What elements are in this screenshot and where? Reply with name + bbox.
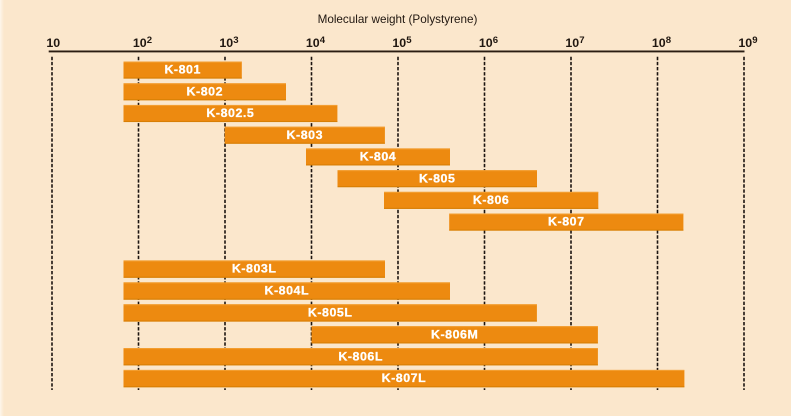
svg-text:K-805: K-805 [419, 171, 456, 185]
svg-text:K-804L: K-804L [264, 284, 309, 298]
svg-text:K-803: K-803 [287, 128, 324, 142]
svg-text:K-806L: K-806L [338, 349, 383, 363]
svg-text:K-801: K-801 [164, 63, 201, 77]
svg-text:K-802.5: K-802.5 [206, 106, 254, 120]
svg-text:Molecular weight (Polystyrene): Molecular weight (Polystyrene) [318, 13, 478, 26]
svg-text:K-804: K-804 [360, 150, 397, 164]
svg-text:K-805L: K-805L [308, 306, 353, 320]
svg-text:10: 10 [46, 36, 60, 50]
svg-text:K-807L: K-807L [382, 371, 427, 385]
svg-text:K-802: K-802 [187, 84, 224, 98]
svg-text:K-803L: K-803L [232, 262, 277, 276]
svg-text:K-807: K-807 [548, 215, 585, 229]
svg-text:K-806M: K-806M [431, 327, 478, 341]
svg-text:K-806: K-806 [473, 193, 510, 207]
